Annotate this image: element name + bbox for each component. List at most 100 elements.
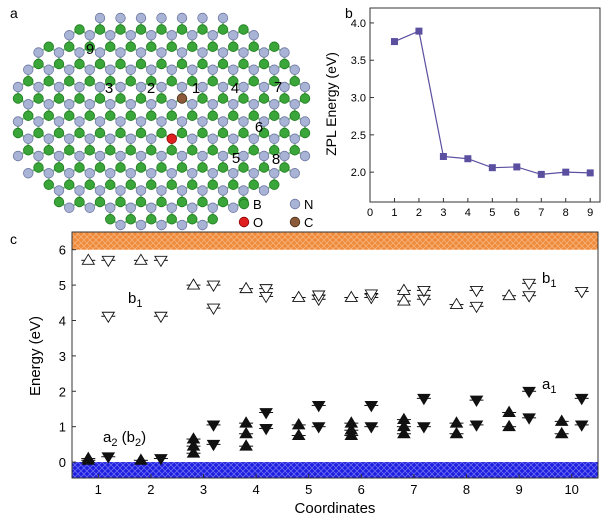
boron-atom (176, 196, 188, 208)
boron-atom (115, 93, 126, 104)
nitrogen-atom (217, 47, 229, 58)
nitrogen-atom (248, 99, 259, 110)
legend-marker-N (289, 198, 301, 210)
nitrogen-atom (12, 116, 24, 127)
nitrogen-atom (258, 81, 270, 93)
spin-down-empty-marker (101, 255, 116, 268)
nitrogen-atom (197, 47, 208, 58)
y-tick-label: 3.5 (351, 55, 366, 67)
nitrogen-atom (74, 116, 85, 127)
boron-atom (197, 93, 208, 104)
boron-atom (269, 110, 280, 121)
spin-down-occupied-marker (259, 408, 273, 420)
boron-atom (176, 162, 188, 173)
nitrogen-atom (197, 185, 208, 196)
nitrogen-atom (125, 99, 136, 110)
nitrogen-atom (23, 168, 34, 179)
nitrogen-atom (135, 150, 147, 162)
boron-atom (187, 145, 198, 156)
nitrogen-atom (125, 30, 136, 41)
nitrogen-atom (207, 30, 218, 41)
nitrogen-atom (207, 133, 218, 144)
boron-atom (207, 145, 218, 156)
nitrogen-atom (238, 81, 249, 93)
site-number-1: 1 (192, 80, 200, 97)
nitrogen-atom (94, 185, 106, 196)
site-number-7: 7 (274, 79, 282, 96)
panel-c-plot (81, 253, 589, 466)
nitrogen-atom (84, 30, 95, 41)
y-tick-label: 4.0 (351, 18, 366, 30)
boron-atom (105, 214, 116, 225)
boron-atom (53, 196, 65, 208)
nitrogen-atom (135, 185, 147, 196)
nitrogen-atom (248, 133, 259, 144)
nitrogen-atom (238, 150, 249, 162)
boron-atom (156, 196, 167, 208)
nitrogen-atom (299, 116, 311, 127)
nitrogen-atom (248, 168, 259, 179)
boron-atom (115, 58, 126, 70)
boron-atom (74, 196, 85, 208)
boron-atom (125, 145, 136, 156)
boron-atom (269, 41, 280, 52)
x-tick-label: 3 (440, 207, 446, 219)
nitrogen-atom (279, 116, 290, 127)
spin-up-occupied-marker (134, 453, 148, 465)
boron-atom (43, 145, 54, 156)
legend-label-C: C (304, 215, 313, 230)
nitrogen-atom (135, 12, 147, 24)
boron-atom (197, 58, 208, 70)
x-tick-label: 3 (200, 482, 207, 497)
nitrogen-atom (94, 12, 106, 24)
spin-up-occupied-marker (291, 428, 306, 440)
boron-atom (23, 76, 34, 87)
boron-atom (166, 145, 177, 156)
boron-atom (176, 58, 188, 70)
spin-up-occupied-marker (186, 439, 201, 451)
nitrogen-atom (115, 219, 126, 231)
nitrogen-atom (156, 116, 167, 127)
nitrogen-atom (187, 202, 198, 213)
spin-down-empty-marker (469, 301, 484, 314)
boron-atom (84, 110, 95, 121)
boron-atom (43, 110, 54, 121)
nitrogen-atom (23, 64, 34, 75)
nitrogen-atom (156, 150, 167, 162)
spin-down-occupied-marker (154, 454, 168, 466)
spin-up-occupied-marker (186, 432, 201, 444)
nitrogen-atom (146, 133, 157, 144)
carbon-atom (176, 93, 188, 104)
nitrogen-atom (279, 150, 290, 162)
nitrogen-atom (64, 168, 75, 179)
boron-atom (64, 76, 75, 87)
zpl-point (537, 170, 545, 178)
nitrogen-atom (74, 150, 85, 162)
x-tick-label: 2 (147, 482, 154, 497)
spin-up-empty-marker (81, 253, 96, 265)
nitrogen-atom (146, 168, 157, 179)
boron-atom (156, 93, 167, 104)
boron-atom (43, 76, 54, 87)
spin-up-occupied-marker (397, 419, 411, 432)
spin-up-occupied-marker (554, 414, 569, 426)
annotation-a2-b2: a2 (b2) (103, 429, 146, 449)
boron-atom (125, 76, 136, 87)
boron-atom (217, 162, 229, 173)
boron-atom (156, 58, 167, 70)
nitrogen-atom (289, 168, 300, 179)
boron-atom (146, 76, 157, 87)
nitrogen-atom (43, 133, 54, 144)
nitrogen-atom (176, 81, 188, 93)
boron-atom (279, 93, 290, 104)
boron-atom (269, 179, 280, 190)
nitrogen-atom (156, 81, 167, 93)
x-tick-label: 6 (514, 207, 520, 219)
nitrogen-atom (156, 185, 167, 196)
nitrogen-atom (105, 30, 116, 41)
panel-b-plot (390, 27, 594, 178)
boron-atom (289, 110, 300, 121)
boron-atom (289, 145, 300, 156)
boron-atom (135, 24, 147, 35)
nitrogen-atom (217, 81, 229, 93)
